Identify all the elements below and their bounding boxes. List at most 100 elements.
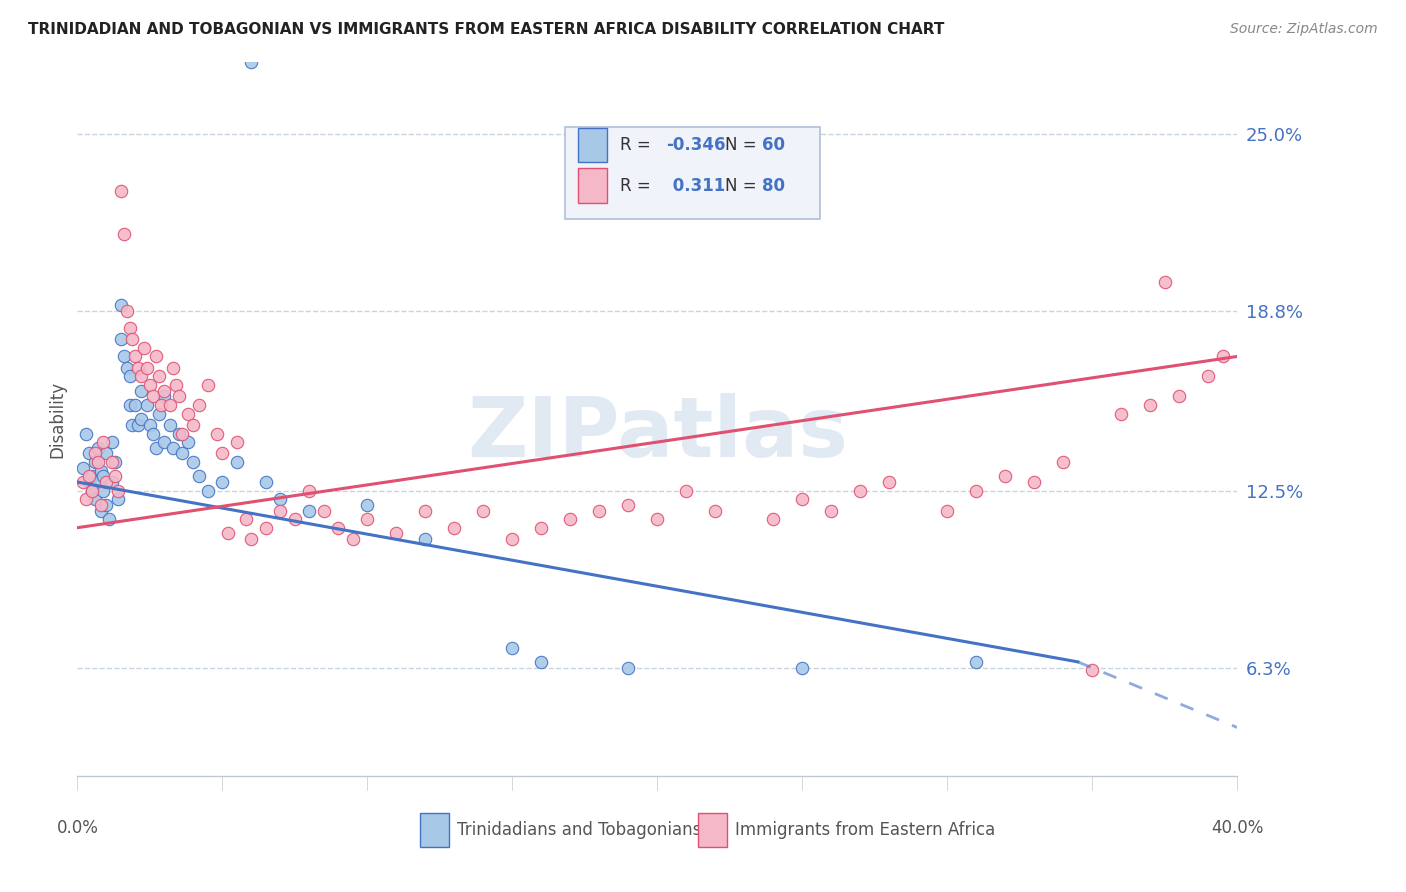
Point <box>86 455 108 469</box>
FancyBboxPatch shape <box>578 128 607 162</box>
Point <box>443 521 465 535</box>
Point <box>235 512 257 526</box>
Point <box>121 417 143 432</box>
Point <box>205 426 228 441</box>
Point <box>110 298 132 312</box>
Point <box>356 512 378 526</box>
Point <box>136 398 159 412</box>
Text: 0.0%: 0.0% <box>56 819 98 837</box>
Point <box>792 660 814 674</box>
Point <box>530 655 553 669</box>
Text: Immigrants from Eastern Africa: Immigrants from Eastern Africa <box>735 822 995 839</box>
Point <box>112 227 135 241</box>
Text: 0.311: 0.311 <box>666 177 725 194</box>
Text: N =: N = <box>724 177 762 194</box>
Point <box>127 360 149 375</box>
Text: TRINIDADIAN AND TOBAGONIAN VS IMMIGRANTS FROM EASTERN AFRICA DISABILITY CORRELAT: TRINIDADIAN AND TOBAGONIAN VS IMMIGRANTS… <box>28 22 945 37</box>
Point <box>124 350 146 364</box>
Point <box>162 360 184 375</box>
Text: 40.0%: 40.0% <box>1211 819 1264 837</box>
Point <box>849 483 872 498</box>
Point <box>254 521 277 535</box>
Point <box>145 350 167 364</box>
Point <box>101 475 124 489</box>
Point <box>188 398 211 412</box>
Point <box>110 332 132 346</box>
Point <box>90 503 111 517</box>
Point <box>129 384 152 398</box>
Point <box>240 532 263 546</box>
Point <box>385 526 408 541</box>
Point <box>115 360 138 375</box>
Point <box>183 455 205 469</box>
Point <box>75 492 97 507</box>
Point <box>72 475 94 489</box>
Point <box>153 384 176 398</box>
Point <box>501 640 523 655</box>
Point <box>96 475 118 489</box>
Point <box>211 446 233 460</box>
Point <box>96 498 118 512</box>
FancyBboxPatch shape <box>565 127 820 219</box>
Point <box>148 369 170 384</box>
Point <box>162 441 184 455</box>
Point <box>298 483 321 498</box>
Point <box>129 369 152 384</box>
Point <box>501 532 523 546</box>
Point <box>86 475 108 489</box>
Point <box>269 503 291 517</box>
Point <box>93 435 115 450</box>
Point <box>118 321 141 335</box>
Point <box>240 55 263 70</box>
FancyBboxPatch shape <box>419 814 449 847</box>
Point <box>269 492 291 507</box>
Text: Trinidadians and Tobagonians: Trinidadians and Tobagonians <box>457 822 702 839</box>
Text: ZIPatlas: ZIPatlas <box>467 393 848 474</box>
Point <box>197 378 219 392</box>
Point <box>530 521 553 535</box>
Point <box>93 469 115 483</box>
Y-axis label: Disability: Disability <box>48 381 66 458</box>
Point <box>72 460 94 475</box>
Text: Source: ZipAtlas.com: Source: ZipAtlas.com <box>1230 22 1378 37</box>
Point <box>77 469 100 483</box>
Point <box>936 503 959 517</box>
Point <box>1168 389 1191 403</box>
Point <box>472 503 495 517</box>
Point <box>124 398 146 412</box>
Point <box>153 389 176 403</box>
Point <box>675 483 697 498</box>
Point <box>77 446 100 460</box>
Point <box>1212 350 1234 364</box>
Point <box>792 492 814 507</box>
Point <box>1052 455 1074 469</box>
Point <box>165 378 187 392</box>
Point <box>413 532 436 546</box>
Point <box>188 469 211 483</box>
Point <box>129 412 152 426</box>
Point <box>617 498 640 512</box>
Point <box>820 503 842 517</box>
Point <box>284 512 307 526</box>
Point <box>118 398 141 412</box>
Point <box>101 455 124 469</box>
Point <box>93 483 115 498</box>
Point <box>254 475 277 489</box>
Point <box>356 498 378 512</box>
Point <box>176 435 198 450</box>
Point <box>98 512 121 526</box>
Point <box>647 512 669 526</box>
Point <box>110 184 132 198</box>
FancyBboxPatch shape <box>697 814 727 847</box>
Point <box>80 483 103 498</box>
Point <box>1197 369 1219 384</box>
Point <box>217 526 239 541</box>
Point <box>142 426 165 441</box>
Point <box>153 435 176 450</box>
Point <box>617 660 640 674</box>
Point <box>132 341 155 355</box>
Point <box>342 532 364 546</box>
Point <box>197 483 219 498</box>
Point <box>118 369 141 384</box>
Point <box>90 464 111 478</box>
